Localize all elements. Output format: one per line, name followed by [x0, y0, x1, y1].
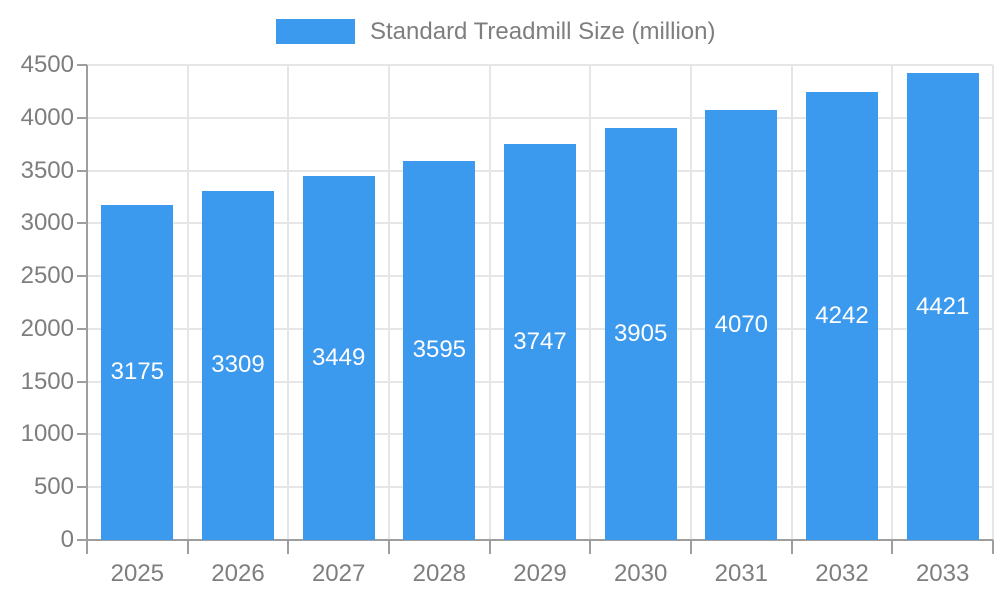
x-tick-9 [992, 540, 994, 554]
gridline-x-1 [186, 65, 189, 540]
gridline-x-2 [287, 65, 290, 540]
x-axis [86, 539, 993, 541]
x-tick-label-2027: 2027 [311, 560, 366, 587]
x-tick-5 [589, 540, 592, 554]
bar-value-label-2032: 4242 [815, 302, 869, 330]
x-tick-label-2032: 2032 [815, 560, 869, 587]
y-tick-label-1000: 1000 [20, 420, 74, 448]
bar-2031[interactable] [705, 110, 778, 540]
bar-value-label-2033: 4421 [915, 292, 970, 320]
x-tick-6 [690, 540, 692, 554]
x-tick-7 [790, 540, 793, 554]
y-tick-label-1500: 1500 [20, 367, 74, 395]
y-tick-label-2000: 2000 [20, 314, 74, 342]
x-tick-2 [287, 540, 290, 554]
gridline-x-5 [589, 65, 592, 540]
bar-2033[interactable] [906, 73, 979, 540]
bar-value-label-2031: 4070 [714, 311, 769, 339]
y-tick-3500 [77, 169, 87, 172]
legend[interactable]: Standard Treadmill Size (million) [276, 19, 715, 44]
x-tick-label-2030: 2030 [613, 560, 668, 587]
x-tick-label-2033: 2033 [915, 560, 970, 587]
y-axis [86, 65, 88, 554]
bar-value-label-2027: 3449 [311, 343, 366, 371]
gridline-y-4500 [87, 64, 993, 66]
gridline-x-8 [891, 65, 894, 540]
y-tick-label-500: 500 [33, 473, 74, 501]
y-tick-label-3000: 3000 [20, 209, 74, 237]
bar-value-label-2029: 3747 [513, 328, 567, 356]
gridline-x-9 [992, 65, 994, 540]
y-tick-0 [77, 539, 87, 541]
x-tick-label-2025: 2025 [110, 560, 165, 587]
bar-2026[interactable] [202, 190, 274, 540]
bar-2030[interactable] [604, 127, 677, 540]
bar-2029[interactable] [504, 144, 576, 540]
y-tick-2500 [77, 275, 87, 278]
legend-label: Standard Treadmill Size (million) [370, 18, 716, 45]
gridline-x-7 [790, 65, 793, 540]
x-tick-1 [186, 540, 189, 554]
y-tick-3000 [77, 222, 87, 225]
y-tick-label-4500: 4500 [20, 51, 74, 78]
legend-swatch-icon [276, 19, 355, 44]
bar-2025[interactable] [101, 204, 174, 540]
gridline-y-4000 [87, 116, 993, 119]
y-tick-label-0: 0 [60, 526, 74, 553]
x-tick-label-2028: 2028 [412, 560, 467, 587]
gridline-x-3 [388, 65, 390, 540]
x-tick-label-2029: 2029 [513, 560, 567, 587]
bar-value-label-2025: 3175 [110, 358, 165, 386]
gridline-x-6 [690, 65, 692, 540]
y-tick-500 [77, 486, 87, 489]
y-tick-label-4000: 4000 [20, 103, 74, 131]
bar-value-label-2026: 3309 [211, 351, 265, 379]
x-tick-8 [891, 540, 894, 554]
y-tick-4000 [77, 116, 87, 119]
y-tick-1000 [77, 433, 87, 436]
y-tick-label-2500: 2500 [20, 262, 74, 290]
x-tick-label-2031: 2031 [714, 560, 769, 587]
y-tick-label-3500: 3500 [20, 156, 74, 184]
bar-2027[interactable] [302, 175, 375, 540]
y-tick-1500 [77, 380, 87, 383]
x-tick-4 [488, 540, 491, 554]
y-tick-4500 [77, 64, 87, 66]
bar-2032[interactable] [806, 92, 878, 540]
bar-value-label-2030: 3905 [613, 319, 668, 347]
bar-2028[interactable] [403, 160, 476, 540]
x-tick-label-2026: 2026 [211, 560, 265, 587]
x-tick-3 [388, 540, 390, 554]
y-tick-2000 [77, 327, 87, 330]
gridline-x-4 [488, 65, 491, 540]
bar-value-label-2028: 3595 [412, 336, 467, 364]
